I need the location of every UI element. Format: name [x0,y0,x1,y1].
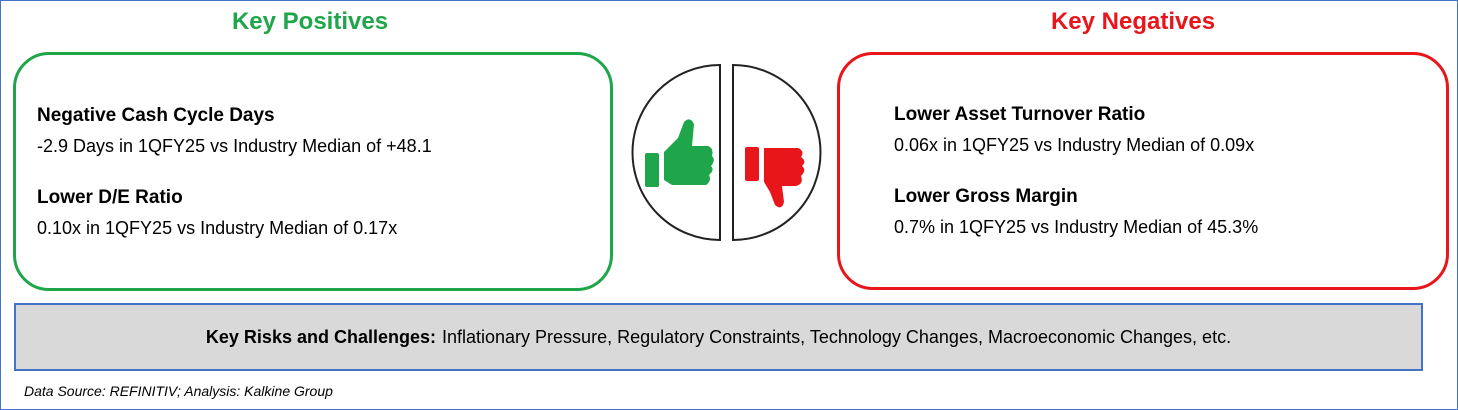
positives-title: Key Positives [231,8,389,35]
item-heading: Lower Gross Margin [894,186,1078,207]
negatives-box: Lower Asset Turnover Ratio 0.06x in 1QFY… [837,52,1449,290]
item-text: -2.9 Days in 1QFY25 vs Industry Median o… [37,135,432,156]
thumb-down [745,147,805,208]
item-heading: Lower Asset Turnover Ratio [894,104,1146,125]
negative-item: Lower Gross Margin 0.7% in 1QFY25 vs Ind… [894,182,1446,242]
thumb-up [645,119,714,187]
item-text: 0.10x in 1QFY25 vs Industry Median of 0.… [37,217,398,238]
item-heading: Lower D/E Ratio [37,186,183,208]
item-text: 0.7% in 1QFY25 vs Industry Median of 45.… [894,217,1259,237]
negatives-title: Key Negatives [1050,8,1216,35]
positive-item: Lower D/E Ratio 0.10x in 1QFY25 vs Indus… [37,183,610,243]
positives-box: Negative Cash Cycle Days -2.9 Days in 1Q… [13,52,613,291]
risks-box: Key Risks and Challenges: Inflationary P… [14,303,1423,371]
risks-label: Key Risks and Challenges: [205,326,436,347]
positive-item: Negative Cash Cycle Days -2.9 Days in 1Q… [37,101,610,161]
source-note: Data Source: REFINITIV; Analysis: Kalkin… [24,383,333,399]
thumbs-icon [631,63,822,242]
risks-text: Inflationary Pressure, Regulatory Constr… [442,326,1232,347]
negative-item: Lower Asset Turnover Ratio 0.06x in 1QFY… [894,100,1446,160]
item-heading: Negative Cash Cycle Days [37,104,275,126]
item-text: 0.06x in 1QFY25 vs Industry Median of 0.… [894,135,1255,155]
